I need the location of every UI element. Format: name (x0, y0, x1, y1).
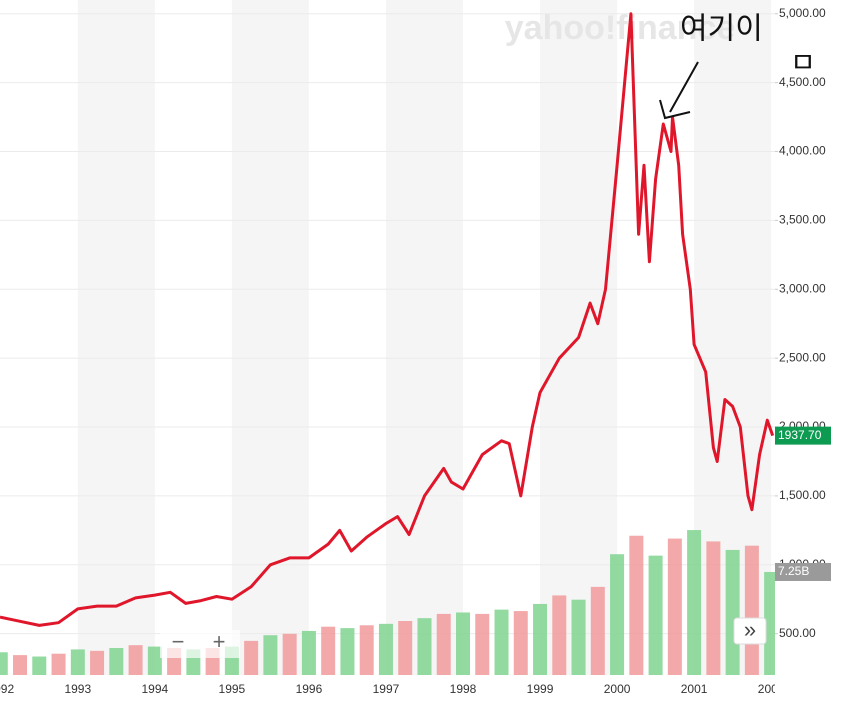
year-band (231, 0, 309, 675)
x-tick-label: 1997 (373, 682, 400, 696)
watermark: yahoo!finance (505, 9, 735, 47)
volume-bar (0, 652, 8, 675)
volume-bar (475, 613, 490, 675)
volume-bar (359, 625, 374, 675)
y-tick-label: 2,500.00 (779, 350, 826, 364)
x-tick-label: 2001 (681, 682, 708, 696)
x-tick-label: 2000 (604, 682, 631, 696)
volume-bar (744, 545, 759, 675)
current-volume-tag (775, 562, 831, 581)
x-tick-label: 1993 (64, 682, 91, 696)
volume-bar (687, 530, 702, 675)
y-axis-panel (775, 0, 850, 712)
x-tick-label: 1994 (141, 682, 168, 696)
volume-bar (147, 646, 162, 675)
year-band (77, 0, 155, 675)
volume-bar (263, 635, 278, 675)
volume-bar (552, 595, 567, 675)
volume-bar (436, 613, 451, 675)
volume-bar (109, 648, 124, 675)
volume-bar (494, 609, 509, 675)
volume-bar (764, 571, 779, 675)
zoom-bar (160, 630, 240, 658)
volume-bar (32, 656, 47, 675)
volume-bar (571, 599, 586, 675)
y-tick-label: 4,500.00 (779, 75, 826, 89)
volume-bar (282, 633, 297, 675)
volume-bar (13, 655, 28, 675)
x-tick-label: 1998 (450, 682, 477, 696)
x-tick-label: 1996 (296, 682, 323, 696)
volume-bar (706, 541, 721, 675)
x-tick-label: 1995 (219, 682, 246, 696)
volume-bar (321, 626, 336, 675)
expand-button[interactable]: » (744, 617, 756, 642)
volume-bar (51, 653, 66, 675)
volume-bar (667, 538, 682, 675)
volume-bar (70, 649, 85, 675)
volume-bar (128, 645, 143, 675)
annotation-text: ㅁ (790, 46, 816, 79)
volume-bar (455, 612, 470, 675)
current-price-label: 1937.70 (778, 428, 822, 442)
price-line (0, 12, 775, 627)
year-band (385, 0, 463, 675)
zoom-in-button[interactable]: + (213, 629, 226, 654)
x-tick-label: 1992 (0, 682, 14, 696)
y-tick-label: 500.00 (779, 626, 816, 640)
y-tick-label: 3,500.00 (779, 213, 826, 227)
current-price-tag (775, 426, 831, 445)
volume-bar (533, 603, 548, 675)
zoom-controls: − + (160, 629, 240, 658)
volume-bar (90, 650, 105, 675)
annotation-arrow (659, 61, 699, 120)
volume-bar (398, 621, 413, 675)
y-tick-label: 3,000.00 (779, 281, 826, 295)
volume-bar (244, 640, 259, 675)
volume-bar (417, 618, 432, 675)
y-tick-label: 5,000.00 (779, 6, 826, 20)
volume-bar (725, 549, 740, 675)
volume-bar (610, 554, 625, 675)
zoom-out-button[interactable]: − (172, 629, 185, 654)
volume-bar (629, 535, 644, 675)
annotation-text: 여기이 (680, 12, 763, 47)
x-tick-label: 1999 (527, 682, 554, 696)
volume-bar (648, 555, 663, 675)
volume-bar (513, 611, 528, 675)
volume-bar (378, 623, 393, 675)
y-tick-label: 4,000.00 (779, 144, 826, 158)
volume-bar (340, 628, 355, 675)
volume-bar (301, 630, 316, 675)
current-volume-label: 7.25B (778, 564, 809, 578)
expand-box (733, 617, 767, 645)
y-tick-label: 1,500.00 (779, 488, 826, 502)
volume-bar (590, 586, 605, 675)
